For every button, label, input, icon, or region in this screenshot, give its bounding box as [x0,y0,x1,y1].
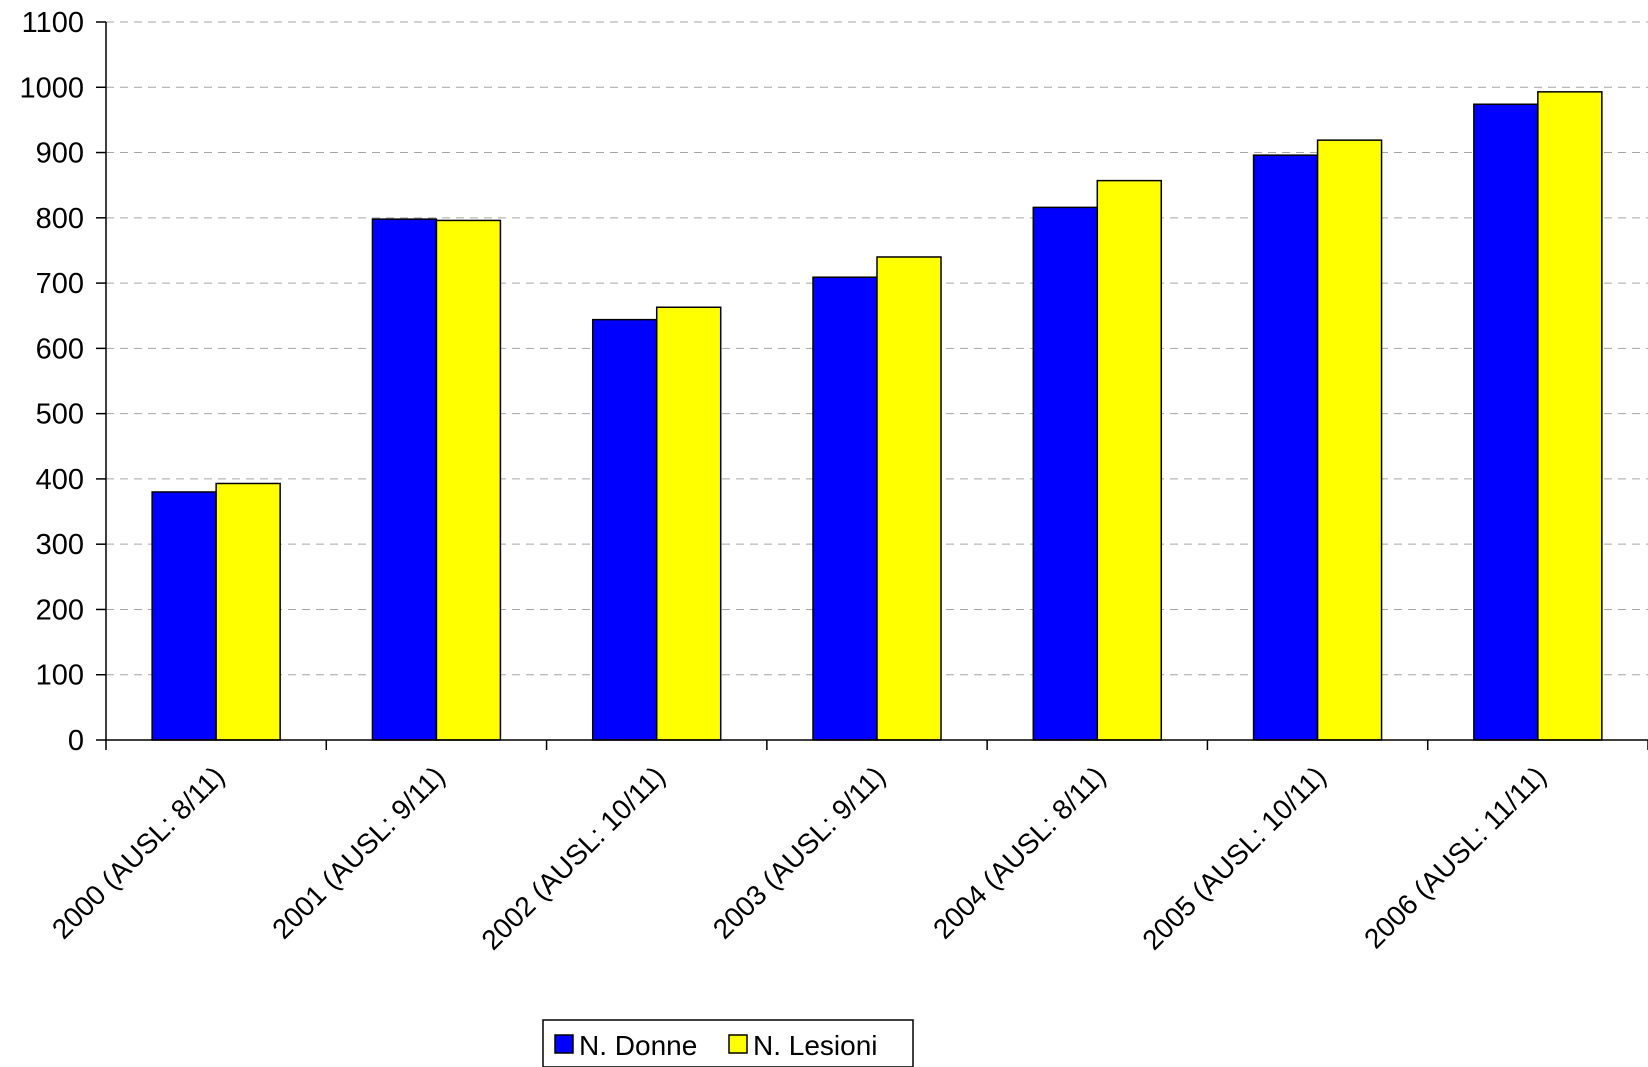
bar-n-lesioni [655,306,722,741]
x-tick-label: 2004 (AUSL: 8/11) [927,760,1111,944]
y-tick-label: 1100 [22,7,84,39]
bar-n-lesioni [1096,179,1163,741]
x-tick-label: 2002 (AUSL: 10/11) [475,760,670,955]
bar-n-donne [591,318,658,741]
x-axis-ticks: 2000 (AUSL: 8/11) 2001 (AUSL: 9/11) 2002 (… [46,740,1648,956]
y-tick-label: 800 [36,203,84,235]
bar-n-donne [371,218,438,741]
y-tick-label: 100 [36,660,84,692]
bar-n-lesioni [1316,139,1383,741]
bar-n-lesioni [876,256,942,741]
axes [105,22,1648,741]
y-tick-label: 600 [36,333,84,365]
x-tick-label: 2006 (AUSL: 11/11) [1358,760,1552,954]
y-tick-label: 0 [68,725,84,757]
bars [151,91,1603,741]
y-tick-label: 500 [36,399,84,431]
y-tick-label: 700 [36,268,84,300]
y-tick-label: 400 [36,464,84,496]
x-tick-label: 2000 (AUSL: 8/11) [46,760,230,944]
y-axis-ticks: 0 100 200 300 400 500 600 700 800 900 1000 1100 [19,7,106,757]
bar-n-donne [1473,103,1539,741]
bar-n-lesioni [1537,91,1603,741]
y-tick-label: 200 [36,594,84,626]
legend-label: N. Lesioni [753,1030,878,1061]
bar-n-donne [1252,154,1319,741]
y-tick-label: 1000 [19,72,84,104]
x-tick-label: 2001 (AUSL: 9/11) [266,760,450,944]
y-tick-label: 300 [36,529,84,561]
y-tick-label: 900 [36,138,84,170]
legend-label: N. Donne [579,1030,697,1061]
legend-box [542,1019,914,1067]
x-tick-label: 2003 (AUSL: 9/11) [707,760,891,944]
bar-n-lesioni [435,219,502,741]
bar-n-donne [151,491,217,741]
bar-n-donne [812,276,878,741]
legend: N. Donne N. Lesioni [542,1019,914,1067]
bar-n-donne [1032,206,1099,741]
legend-swatch-n-donne [554,1034,574,1054]
x-tick-label: 2005 (AUSL: 10/11) [1136,760,1331,955]
legend-swatch-n-lesioni [728,1034,748,1054]
bar-n-lesioni [215,482,281,741]
